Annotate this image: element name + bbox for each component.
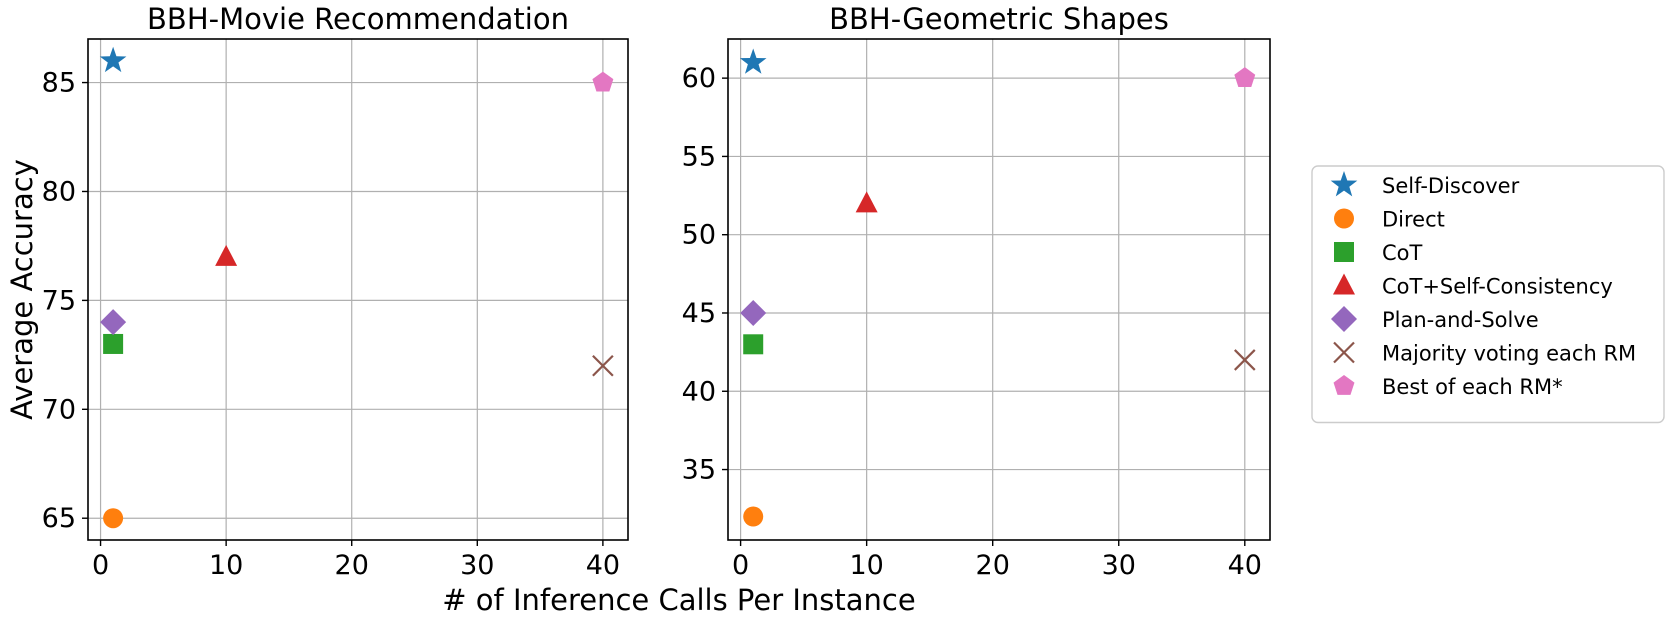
legend-marker-cot-self-consistency [1333, 273, 1355, 295]
point-plan-and-solve [100, 309, 127, 336]
legend-item-cot: CoT [1334, 241, 1423, 265]
point-majority-voting-each-rm [1234, 349, 1256, 371]
y-tick-label: 75 [42, 285, 76, 316]
point-cot-self-consistency [855, 191, 878, 213]
x-tick-label: 0 [732, 550, 749, 581]
point-best-of-each-rm [592, 71, 614, 92]
y-tick-label: 55 [682, 141, 716, 172]
point-direct [743, 506, 764, 527]
y-tick-label: 80 [42, 176, 76, 207]
point-self-discover [739, 48, 767, 74]
panel-title: BBH-Geometric Shapes [829, 2, 1169, 36]
legend-box [1311, 165, 1665, 424]
legend: Self-Discover Direct CoT CoT+Self-Consisten… [1311, 165, 1665, 424]
point-majority-voting-each-rm [592, 354, 614, 377]
x-tick-label: 30 [460, 550, 494, 581]
point-cot [103, 333, 124, 354]
legend-item-plan-and-solve: Plan-and-Solve [1331, 306, 1539, 332]
legend-label: Self-Discover [1382, 174, 1520, 198]
legend-marker-self-discover [1330, 171, 1358, 197]
panel-title: BBH-Movie Recommendation [147, 2, 569, 36]
point-self-discover [99, 46, 127, 73]
y-axis-label: Average Accuracy [5, 159, 39, 420]
x-tick-label: 20 [335, 550, 369, 581]
legend-marker-plan-and-solve [1331, 306, 1357, 332]
y-tick-label: 45 [682, 298, 716, 329]
legend-label: Plan-and-Solve [1382, 308, 1539, 332]
y-tick-label: 35 [682, 455, 716, 486]
legend-item-direct: Direct [1334, 208, 1445, 232]
y-tick-label: 65 [42, 503, 76, 534]
legend-marker-majority-voting-each-rm [1333, 341, 1355, 364]
y-tick-label: 60 [682, 63, 716, 94]
y-tick-label: 70 [42, 394, 76, 425]
legend-label: CoT+Self-Consistency [1382, 275, 1613, 299]
x-tick-label: 10 [209, 550, 243, 581]
plot-frame [727, 38, 1271, 541]
legend-label: Direct [1382, 208, 1445, 232]
x-tick-label: 40 [1228, 550, 1262, 581]
legend-item-best-of-each-rm: Best of each RM* [1333, 375, 1563, 399]
point-plan-and-solve [740, 299, 767, 326]
point-cot [743, 334, 764, 355]
x-tick-label: 20 [976, 550, 1010, 581]
legend-item-self-discover: Self-Discover [1330, 171, 1520, 198]
legend-label: CoT [1382, 241, 1423, 265]
legend-marker-direct [1334, 208, 1354, 229]
panel-movie-recommendation: BBH-Movie Recommendation 0 10 20 30 40 65 70 75 8… [42, 2, 629, 581]
x-tick-label: 40 [586, 550, 620, 581]
x-tick-label: 10 [849, 550, 883, 581]
x-tick-label: 30 [1102, 550, 1136, 581]
x-axis-label: # of Inference Calls Per Instance [442, 583, 915, 617]
y-tick-label: 85 [42, 68, 76, 99]
y-tick-label: 50 [682, 220, 716, 251]
point-direct [103, 508, 124, 529]
legend-marker-best-of-each-rm [1333, 375, 1355, 395]
legend-label: Majority voting each RM [1382, 342, 1636, 366]
legend-item-majority-voting-each-rm: Majority voting each RM [1333, 341, 1636, 366]
plot-frame [87, 38, 629, 541]
legend-label: Best of each RM* [1382, 375, 1563, 399]
point-cot-self-consistency [215, 244, 238, 266]
legend-marker-cot [1334, 242, 1354, 262]
x-tick-label: 0 [92, 550, 109, 581]
point-best-of-each-rm [1234, 67, 1256, 88]
legend-item-cot-self-consistency: CoT+Self-Consistency [1333, 273, 1613, 299]
y-tick-label: 40 [682, 376, 716, 407]
panel-geometric-shapes: BBH-Geometric Shapes 0 10 20 30 40 35 40 45 50 55 6… [682, 2, 1271, 581]
